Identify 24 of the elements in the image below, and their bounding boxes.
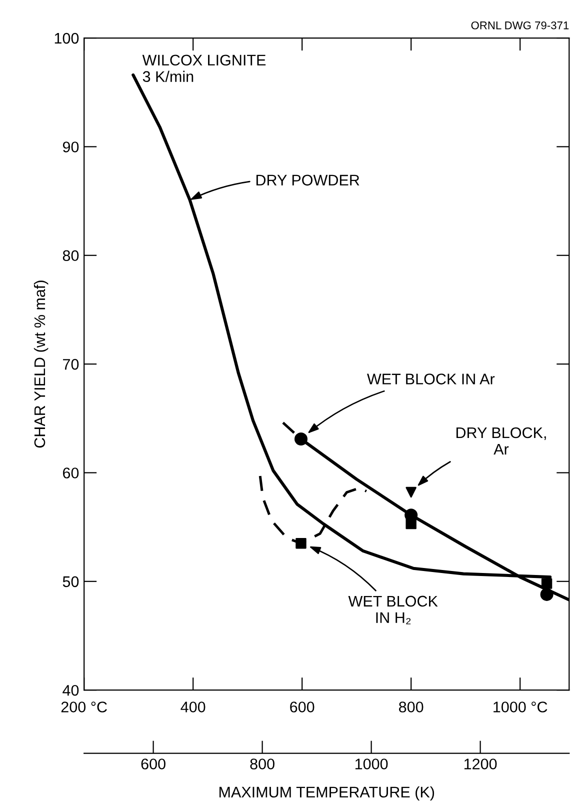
x2-tick-label: 800 (250, 758, 274, 770)
legend-label: DRY POWDER (256, 174, 360, 186)
x2-tick-label: 1200 (464, 758, 497, 770)
y-tick-label: 90 (62, 142, 79, 152)
y-tick-label: 70 (63, 358, 79, 370)
annotation: WILCOX LIGNITE 3 K/min (142, 54, 266, 82)
y-tick-label: 50 (62, 576, 79, 588)
x-tick-label: 600 (290, 702, 314, 712)
x-tick-label: 200 °C (61, 702, 107, 712)
text: WET BLOCK IN Ar (367, 374, 495, 384)
x-tick-label: 800 (399, 702, 424, 712)
x-tick-label: 400 (180, 702, 206, 712)
text: ORNL DWG 79-371 (471, 21, 569, 30)
y-tick-label: 40 (62, 684, 79, 696)
text: DRY BLOCK, Ar (456, 427, 546, 454)
x2-axis-title: MAXIMUM TEMPERATURE (K) (219, 786, 434, 801)
x2-tick-label: 1000 (355, 758, 388, 770)
y-axis-title: CHAR YIELD (wt % maf) (34, 280, 48, 448)
x-tick-label: 1000 °C (494, 702, 548, 712)
y-tick-label: 100 (54, 32, 79, 44)
text: WET BLOCK IN H₂ (348, 596, 438, 624)
y-tick-label: 60 (63, 468, 79, 478)
x2-tick-label: 600 (141, 758, 166, 770)
y-tick-label: 80 (62, 250, 79, 262)
